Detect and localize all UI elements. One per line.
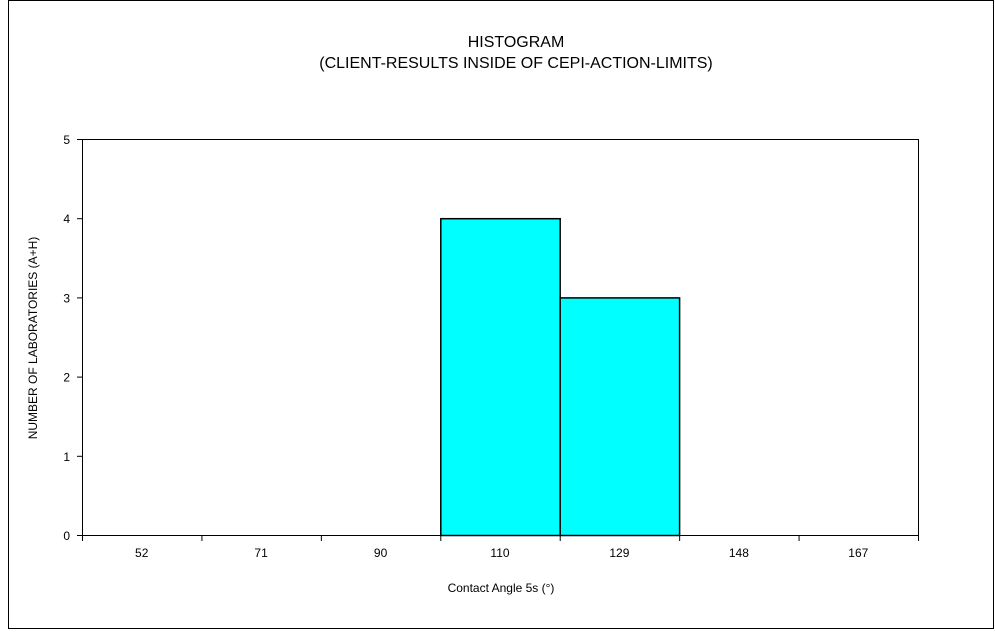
y-tick-label: 3 [63, 291, 70, 305]
x-tick-label: 110 [490, 546, 509, 560]
x-tick-label: 148 [729, 546, 749, 560]
y-axis: 0 1 2 3 4 5 [63, 133, 83, 543]
x-tick-label: 71 [254, 546, 268, 560]
x-tick-label: 167 [848, 546, 868, 560]
y-tick-label: 0 [63, 529, 70, 543]
y-axis-label: NUMBER OF LABORATORIES (A+H) [26, 237, 40, 440]
y-tick-label: 1 [63, 450, 70, 464]
x-axis: 52 71 90 110 129 148 167 [82, 535, 919, 560]
x-axis-label: Contact Angle 5s (°) [448, 581, 555, 595]
x-tick-label: 90 [374, 546, 388, 560]
y-tick-label: 5 [63, 133, 70, 147]
histogram-bar [440, 217, 561, 537]
x-tick-label: 52 [135, 546, 149, 560]
y-tick-label: 2 [63, 371, 70, 385]
x-tick-label: 129 [609, 546, 629, 560]
histogram-bar [559, 297, 681, 537]
chart-subtitle: (CLIENT-RESULTS INSIDE OF CEPI-ACTION-LI… [319, 55, 713, 72]
chart-title: HISTOGRAM [468, 34, 565, 51]
bars-layer [440, 217, 681, 537]
y-tick-label: 4 [63, 212, 70, 226]
